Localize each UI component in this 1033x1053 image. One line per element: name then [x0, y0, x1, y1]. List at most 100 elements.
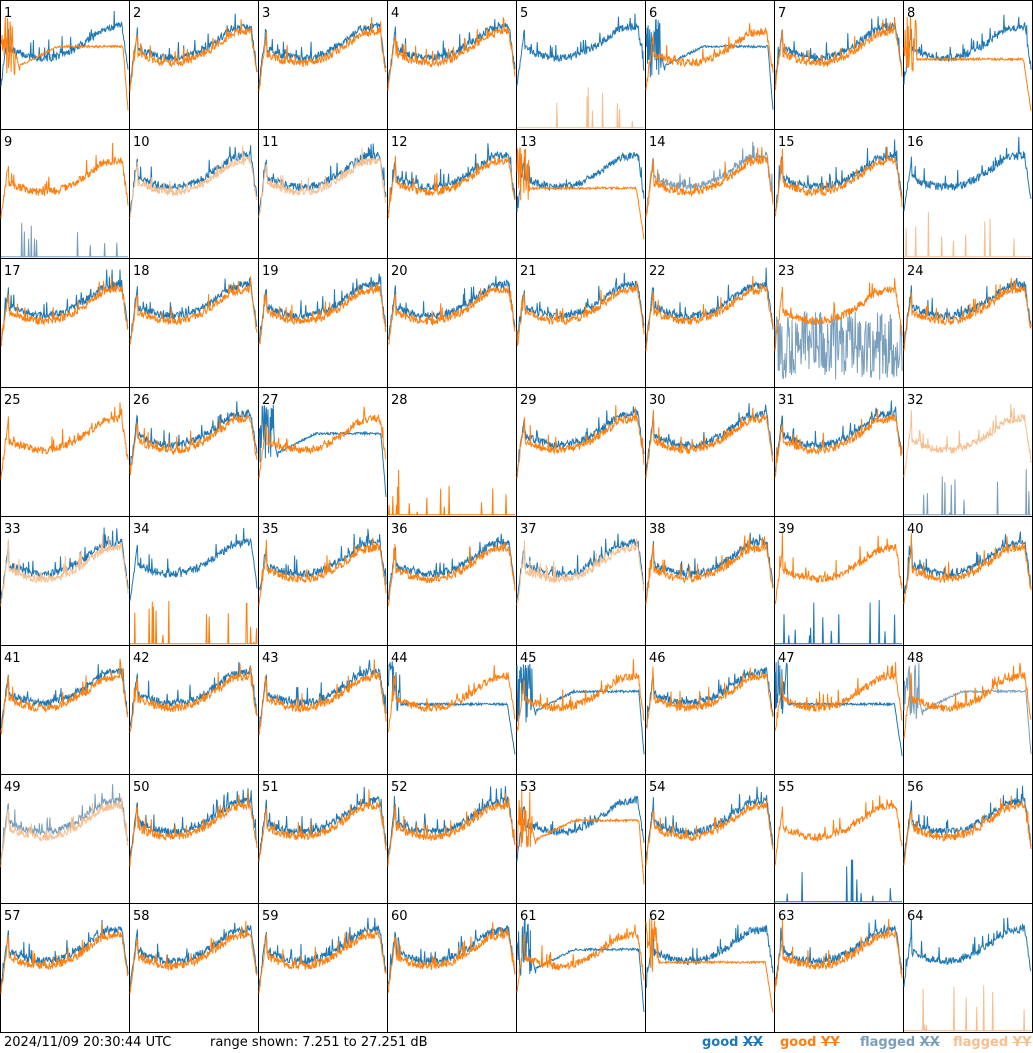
legend-good-yy: good YY	[780, 1035, 840, 1050]
series-yy-30	[645, 407, 774, 478]
series-yy-4	[387, 17, 516, 91]
series-yy-48	[903, 662, 1032, 739]
panel-22: 22	[645, 258, 775, 388]
series-xx-7	[774, 16, 903, 85]
panel-label: 60	[391, 909, 408, 924]
panel-60: 60	[387, 903, 517, 1033]
panel-20: 20	[387, 258, 517, 388]
panel-label: 49	[4, 780, 21, 795]
panel-17: 17	[0, 258, 130, 388]
panel-label: 3	[262, 6, 270, 21]
series-xx-3	[258, 21, 387, 87]
series-xx-49	[0, 784, 129, 863]
range-text: range shown: 7.251 to 27.251 dB	[210, 1035, 428, 1050]
panel-36: 36	[387, 516, 517, 646]
series-yy-51	[258, 789, 387, 862]
panel-51: 51	[258, 774, 388, 904]
panel-43: 43	[258, 645, 388, 775]
series-xx-21	[516, 272, 645, 339]
series-yy-59	[258, 928, 387, 994]
panel-label: 12	[391, 135, 408, 150]
series-yy-19	[258, 283, 387, 345]
panel-28: 28	[387, 387, 517, 517]
series-yy-6	[645, 23, 774, 91]
panel-45: 45	[516, 645, 646, 775]
panel-label: 27	[262, 393, 279, 408]
panel-label: 5	[520, 6, 528, 21]
series-yy-14	[645, 147, 774, 217]
panel-label: 37	[520, 522, 537, 537]
panel-46: 46	[645, 645, 775, 775]
series-xx-13	[516, 151, 645, 213]
panel-frame	[387, 0, 517, 130]
series-yy-60	[387, 922, 516, 994]
series-yy-44	[387, 665, 516, 733]
panel-frame	[0, 129, 130, 259]
series-yy-8	[903, 15, 1032, 111]
panel-42: 42	[129, 645, 259, 775]
panel-56: 56	[903, 774, 1033, 904]
legend-good-xx: good XX	[702, 1035, 764, 1050]
panel-label: 35	[262, 522, 279, 537]
series-yy-50	[129, 790, 258, 867]
panel-label: 23	[778, 264, 795, 279]
series-yy-5	[517, 87, 644, 129]
panel-label: 42	[133, 651, 150, 666]
series-xx-27	[258, 404, 387, 498]
series-xx-40	[903, 531, 1032, 594]
panel-label: 59	[262, 909, 279, 924]
panel-label: 26	[133, 393, 150, 408]
series-yy-28	[388, 469, 515, 516]
series-xx-43	[258, 659, 387, 729]
panel-4: 4	[387, 0, 517, 130]
series-xx-29	[516, 406, 645, 474]
panel-label: 17	[4, 264, 21, 279]
series-xx-46	[645, 667, 774, 728]
series-xx-51	[258, 786, 387, 862]
series-yy-47	[774, 662, 903, 732]
series-yy-18	[129, 276, 258, 345]
legend-flagged-xx: flagged XX	[860, 1035, 940, 1050]
series-xx-20	[387, 276, 516, 340]
panel-25: 25	[0, 387, 130, 517]
series-yy-12	[387, 155, 516, 219]
panel-label: 61	[520, 909, 537, 924]
panel-49: 49	[0, 774, 130, 904]
panel-13: 13	[516, 129, 646, 259]
panel-31: 31	[774, 387, 904, 517]
series-xx-8	[903, 14, 1032, 85]
series-xx-19	[258, 273, 387, 342]
series-yy-7	[774, 17, 903, 91]
panel-54: 54	[645, 774, 775, 904]
panel-19: 19	[258, 258, 388, 388]
panel-label: 47	[778, 651, 795, 666]
panel-label: 55	[778, 780, 795, 795]
panel-label: 41	[4, 651, 21, 666]
series-yy-26	[129, 413, 258, 476]
series-xx-63	[774, 919, 903, 988]
panel-37: 37	[516, 516, 646, 646]
series-yy-61	[516, 924, 645, 993]
panel-label: 62	[649, 909, 666, 924]
panel-6: 6	[645, 0, 775, 130]
panel-label: 32	[907, 393, 924, 408]
panel-21: 21	[516, 258, 646, 388]
series-yy-62	[645, 918, 774, 1013]
series-xx-14	[645, 141, 774, 214]
panel-label: 14	[649, 135, 666, 150]
panel-label: 13	[520, 135, 537, 150]
panel-label: 34	[133, 522, 150, 537]
series-yy-3	[258, 16, 387, 92]
series-yy-20	[387, 286, 516, 345]
panel-label: 43	[262, 651, 279, 666]
panel-label: 29	[520, 393, 537, 408]
panel-label: 39	[778, 522, 795, 537]
series-yy-54	[645, 800, 774, 866]
series-xx-1	[0, 10, 129, 87]
series-yy-53	[516, 790, 645, 885]
panel-3: 3	[258, 0, 388, 130]
panel-label: 4	[391, 6, 399, 21]
series-yy-22	[645, 275, 774, 352]
series-xx-24	[903, 277, 1032, 346]
series-xx-31	[774, 400, 903, 473]
